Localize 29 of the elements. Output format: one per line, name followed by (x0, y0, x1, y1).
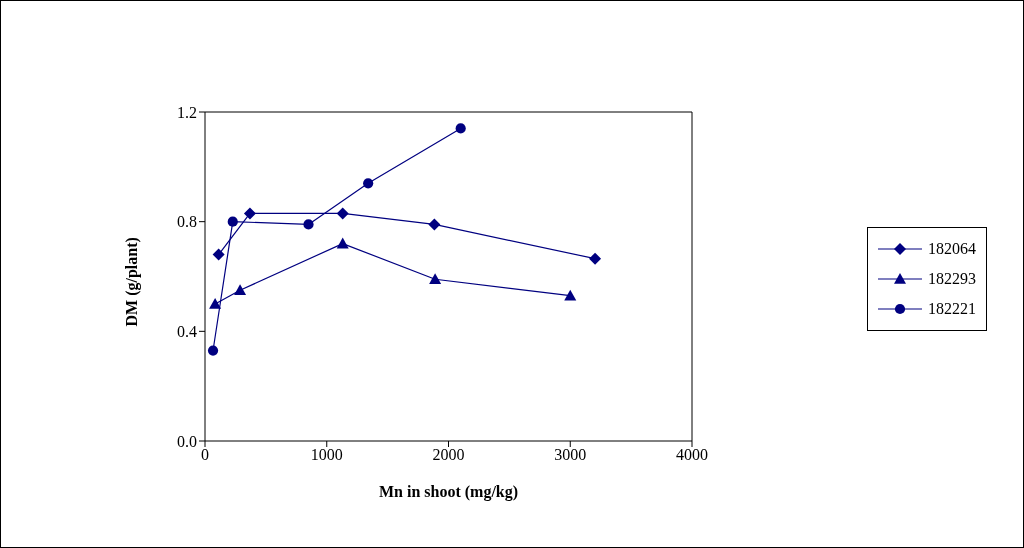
point (234, 284, 247, 296)
legend-label: 182064 (928, 240, 976, 258)
x-tick-label: 4000 (676, 446, 708, 464)
x-tick-label: 3000 (554, 446, 587, 464)
y-tick-label: 0.4 (177, 323, 197, 341)
x-tick-label: 1000 (310, 446, 343, 464)
point (212, 248, 225, 261)
y-tick-label: 0.8 (177, 213, 197, 231)
y-axis-title: DM (g/plant) (122, 237, 141, 327)
point (336, 207, 349, 220)
point (564, 289, 577, 301)
point (227, 216, 238, 227)
x-tick-label: 0 (201, 446, 209, 464)
point (429, 273, 442, 285)
y-tick-label: 0.0 (177, 432, 197, 450)
point (209, 297, 222, 309)
x-axis-title: Mn in shoot (mg/kg) (378, 483, 519, 501)
point (589, 252, 602, 265)
legend-label: 182293 (928, 270, 976, 288)
x-tick-label: 2000 (432, 446, 465, 464)
legend-label: 182221 (928, 300, 976, 318)
y-tick-label: 1.2 (177, 103, 197, 121)
point (243, 207, 256, 220)
point (363, 178, 374, 189)
point (336, 237, 349, 249)
point (428, 218, 441, 231)
point (303, 219, 314, 230)
point (455, 123, 466, 134)
point (207, 345, 219, 356)
